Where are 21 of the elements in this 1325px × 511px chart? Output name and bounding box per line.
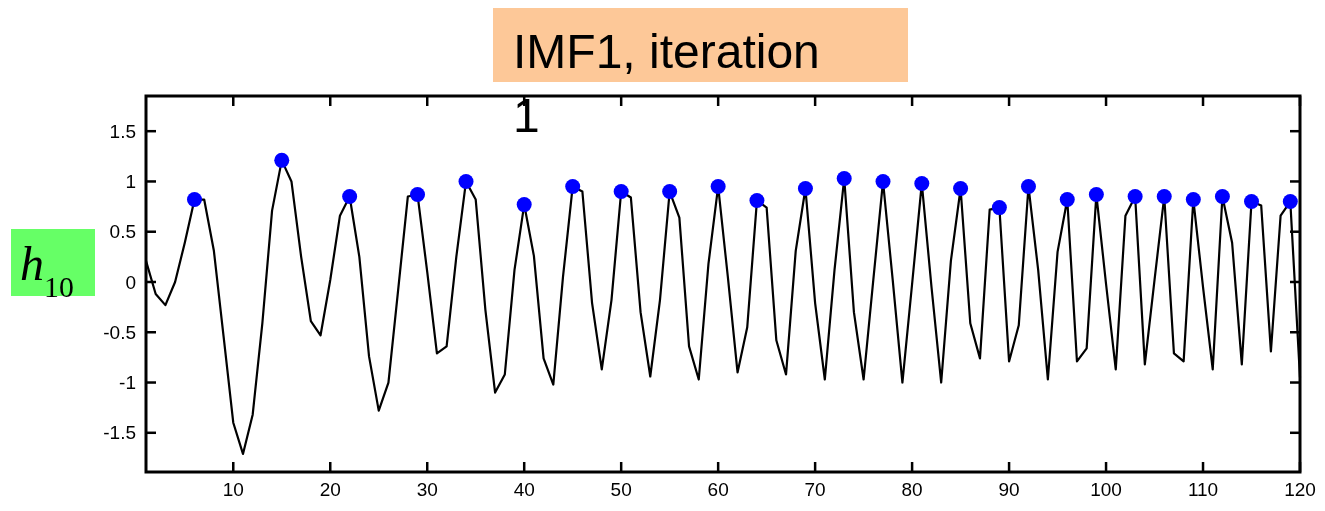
y-tick-label: 0.5 <box>109 221 136 243</box>
x-tick-label: 40 <box>513 479 535 500</box>
y-axis-title: h$_{10}$ <box>20 237 74 303</box>
x-tick-label: 20 <box>319 479 341 500</box>
y-tick-label: 1 <box>125 171 136 193</box>
y-tick-label: 1.5 <box>109 120 136 142</box>
y-tick-label: 0 <box>125 271 136 293</box>
x-tick-label: 70 <box>804 479 826 500</box>
x-tick-label: 80 <box>901 479 923 500</box>
x-tick-label: 120 <box>1284 479 1316 500</box>
y-tick-label: -1 <box>119 372 136 394</box>
x-tick-label: 50 <box>610 479 632 500</box>
x-tick-label: 30 <box>416 479 438 500</box>
x-tick-label: 60 <box>707 479 729 500</box>
x-tick-label: 90 <box>998 479 1020 500</box>
chart-title: IMF1, iteration 1 <box>513 25 820 142</box>
x-tick-label: 100 <box>1090 479 1122 500</box>
x-tick-label: 10 <box>222 479 244 500</box>
x-tick-label: 110 <box>1187 479 1219 500</box>
y-tick-label: -0.5 <box>103 321 136 343</box>
y-tick-label: -1.5 <box>103 422 136 444</box>
